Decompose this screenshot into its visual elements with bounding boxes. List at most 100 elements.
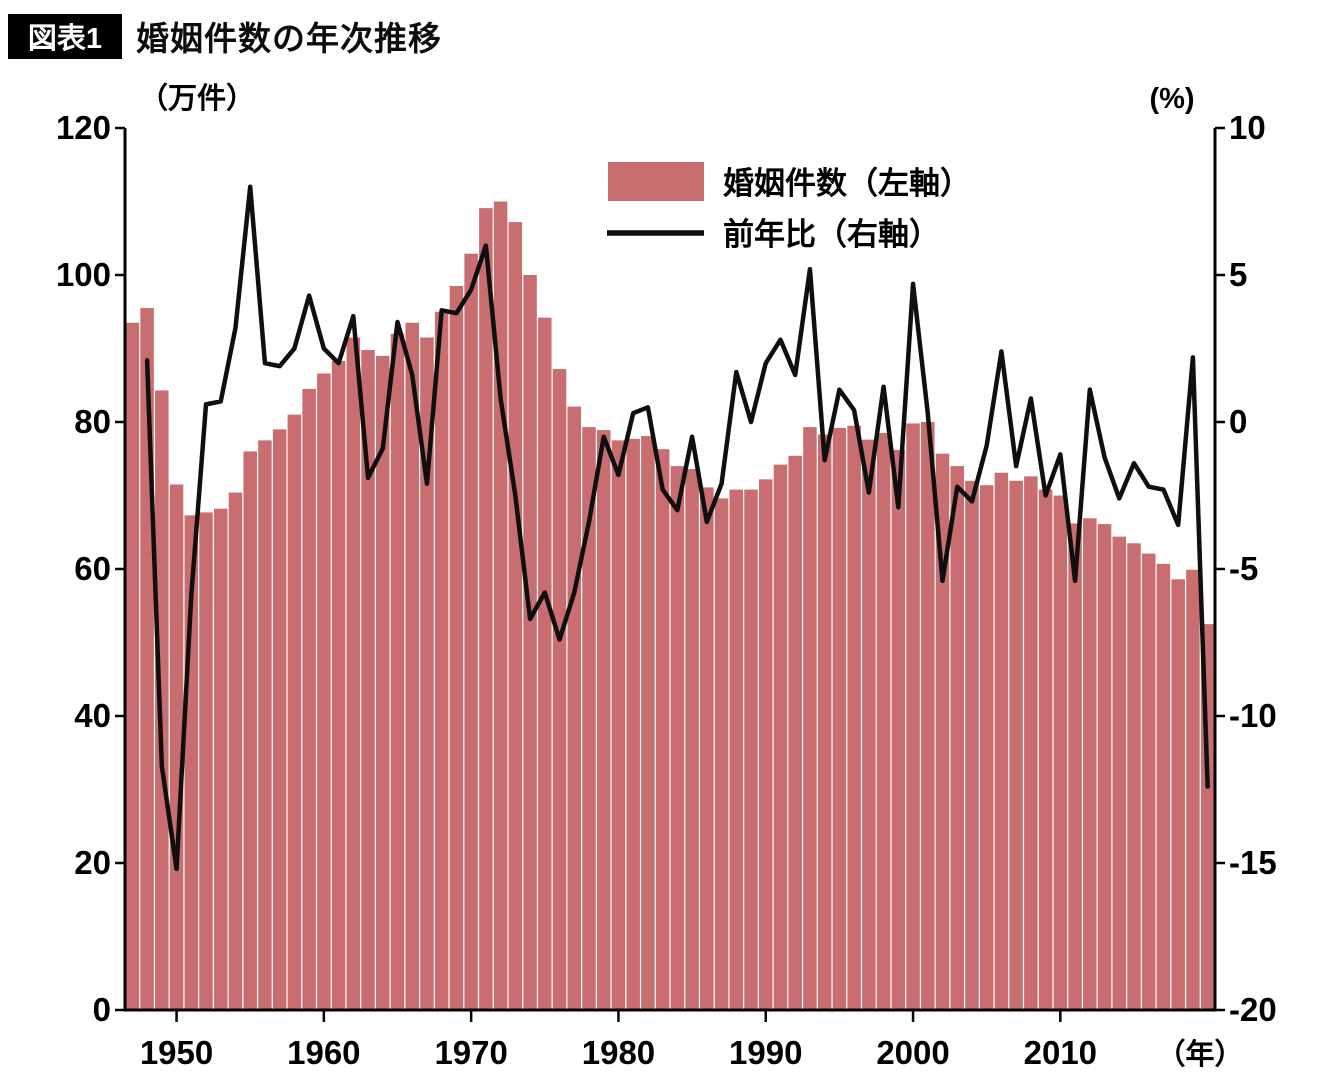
x-tick-label: 1960 [287,1034,360,1071]
bar-1956 [258,440,272,1011]
legend-line-label: 前年比（右軸） [723,217,940,252]
bar-1958 [287,414,302,1010]
bar-1960 [317,373,331,1010]
right-tick-label: 5 [1229,256,1247,293]
bar-1979 [596,430,611,1011]
right-tick-label: -15 [1229,844,1277,881]
bar-1953 [213,508,228,1010]
bar-2016 [1141,553,1156,1010]
x-tick-label: 2010 [1024,1034,1097,1071]
bar-1999 [891,449,906,1010]
bar-2003 [950,466,964,1011]
figure-badge: 図表1 [8,13,122,59]
right-tick-label: 0 [1229,403,1247,440]
bar-1988 [729,489,744,1010]
bar-2018 [1171,579,1185,1010]
right-tick-label: -5 [1229,550,1258,587]
yoy-change-line [144,184,1210,872]
bar-1993 [803,427,817,1010]
bar-1950 [169,484,184,1011]
bar-2011 [1068,523,1082,1010]
bar-1970 [464,253,478,1010]
legend-bar-label: 婚姻件数（左軸） [723,166,971,201]
bar-1963 [361,349,375,1011]
bar-2010 [1053,495,1068,1010]
bar-1995 [832,427,847,1010]
bar-1969 [449,286,464,1010]
bar-1952 [199,512,213,1010]
bar-2019 [1186,569,1200,1010]
left-axis-ticks: 0 20 40 60 80 100 120 [56,109,125,1028]
bar-1983 [655,449,670,1010]
x-tick-label: 1950 [140,1034,213,1071]
bar-1980 [611,440,626,1011]
left-axis-unit-label: （万件） [139,82,255,115]
left-tick-label: 20 [74,844,111,881]
bar-2013 [1097,524,1112,1010]
bar-1984 [670,466,685,1011]
x-tick-label: 1980 [582,1034,655,1071]
bar-2007 [1009,480,1023,1010]
bar-1987 [714,498,729,1010]
bar-1955 [243,451,257,1010]
bar-1964 [376,355,390,1011]
bar-2009 [1038,489,1053,1010]
bar-1994 [817,434,832,1010]
figure-header: 図表1 婚姻件数の年次推移 [8,12,442,60]
left-tick-label: 40 [74,697,111,734]
bar-1959 [302,388,316,1010]
left-tick-label: 0 [93,991,111,1028]
bar-1982 [641,435,655,1011]
left-tick-label: 120 [56,109,111,146]
x-axis-unit-label: （年） [1156,1037,1243,1071]
right-tick-label: -10 [1229,697,1277,734]
bar-1981 [626,438,640,1010]
bar-1957 [272,429,287,1011]
bar-2001 [921,422,935,1010]
right-tick-label: 10 [1229,109,1266,146]
legend: 婚姻件数（左軸） 前年比（右軸） [607,162,971,252]
bar-2004 [965,480,979,1010]
bar-2002 [935,453,950,1010]
bar-1997 [862,439,876,1010]
right-axis-ticks: -20 -15 -10 -5 0 5 10 [1215,109,1277,1028]
bar-1972 [493,201,508,1010]
bar-1991 [773,464,788,1010]
bar-1992 [788,455,802,1010]
bar-1965 [390,333,405,1010]
bar-1973 [508,222,523,1010]
bar-2000 [906,423,920,1011]
bar-1989 [744,489,758,1010]
left-tick-label: 80 [74,403,111,440]
left-tick-label: 100 [56,256,111,293]
bar-1949 [155,390,169,1010]
bar-1966 [405,322,419,1010]
bar-2014 [1112,536,1127,1010]
right-axis-unit-label: (%) [1149,83,1194,115]
bar-1971 [479,208,493,1010]
bar-2005 [979,485,994,1011]
bar-2015 [1127,543,1141,1010]
bar-1947 [125,322,140,1010]
bar-1967 [420,337,434,1011]
bar-1976 [552,369,567,1011]
bar-1990 [758,479,773,1011]
right-tick-label: -20 [1229,991,1277,1028]
marriage-bars-series [125,201,1215,1011]
x-axis-ticks: 1950 1960 1970 1980 1990 2000 2010 [140,1010,1097,1071]
left-tick-label: 60 [74,550,111,587]
bar-2012 [1083,518,1097,1010]
figure-title: 婚姻件数の年次推移 [136,20,442,57]
bar-1996 [847,425,861,1010]
bar-2017 [1156,563,1171,1010]
bar-2006 [994,472,1009,1011]
bar-1962 [346,337,361,1011]
bar-1985 [685,469,699,1010]
bar-1977 [567,406,582,1010]
bar-2008 [1024,476,1038,1010]
bar-1986 [700,487,714,1010]
bar-1968 [434,311,449,1010]
bar-1961 [331,361,346,1010]
bar-1975 [538,317,552,1010]
